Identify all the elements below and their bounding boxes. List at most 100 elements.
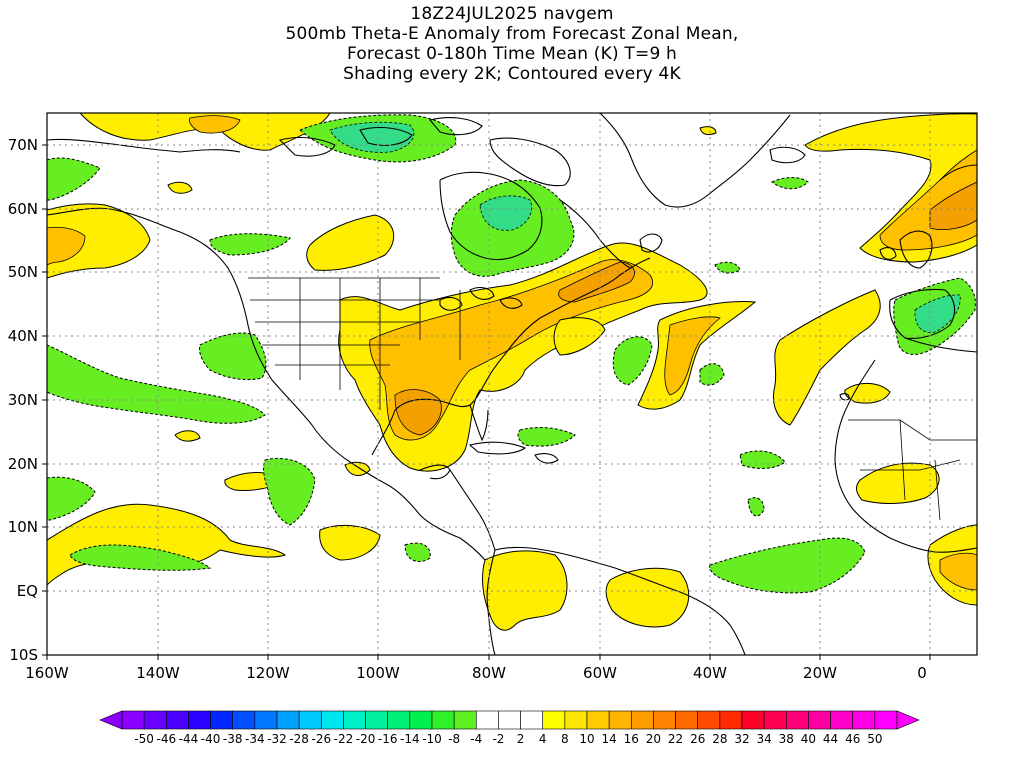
coast-cuba bbox=[468, 441, 527, 455]
positive-anomaly-small-2 bbox=[699, 126, 717, 136]
coast-south-america-west bbox=[486, 549, 496, 655]
colorbar-swatch bbox=[874, 710, 898, 730]
coast-south-america-north bbox=[494, 546, 746, 655]
positive-anomaly-ne-atlantic bbox=[773, 289, 881, 426]
colorbar-swatch bbox=[365, 710, 389, 730]
positive-anomaly-small-3 bbox=[174, 430, 201, 442]
colorbar-swatch bbox=[254, 710, 278, 730]
coastlines bbox=[47, 113, 977, 655]
plot-frame bbox=[46, 112, 978, 656]
colorbar-swatch bbox=[210, 710, 234, 730]
positive-anomaly-north-atlantic-peak bbox=[929, 181, 977, 230]
colorbar-label: 50 bbox=[867, 732, 882, 746]
positive-anomaly-east-pacific bbox=[47, 503, 287, 586]
coast-north-america-west bbox=[47, 207, 486, 561]
colorbar-label: 38 bbox=[779, 732, 794, 746]
x-tick-label: 80W bbox=[472, 664, 506, 682]
colorbar-label: 2 bbox=[517, 732, 525, 746]
coast-newfoundland bbox=[639, 233, 663, 253]
colorbar-swatch bbox=[630, 710, 654, 730]
negative-anomaly-east-pacific-tropics bbox=[263, 457, 316, 526]
colorbar-label: 32 bbox=[734, 732, 749, 746]
colorbar-swatch bbox=[741, 710, 765, 730]
colorbar-label: 16 bbox=[624, 732, 639, 746]
colorbar-label: -16 bbox=[378, 732, 398, 746]
colorbar-label: -10 bbox=[422, 732, 442, 746]
positive-anomaly-mexico bbox=[344, 461, 371, 476]
colorbar-swatch bbox=[719, 710, 743, 730]
positive-anomaly-arctic-core bbox=[189, 115, 241, 134]
negative-anomaly-small-4 bbox=[747, 497, 765, 517]
colorbar-swatch bbox=[143, 710, 167, 730]
negative-anomaly-north-brazil bbox=[404, 542, 431, 562]
colorbar-label: 46 bbox=[845, 732, 860, 746]
y-tick-label: 10N bbox=[8, 518, 38, 536]
colorbar-swatch bbox=[232, 710, 256, 730]
colorbar-swatch bbox=[298, 710, 322, 730]
x-tick-label: 60W bbox=[583, 664, 617, 682]
colorbar-swatch bbox=[542, 710, 566, 730]
coast-alaska-north bbox=[47, 138, 241, 153]
colorbar-min-arrow bbox=[99, 710, 123, 730]
positive-anomaly-alaska-core bbox=[47, 226, 86, 266]
colorbar-label: 26 bbox=[690, 732, 705, 746]
africa-borders bbox=[848, 419, 977, 521]
y-tick-label: 10S bbox=[9, 646, 38, 664]
coast-canary bbox=[839, 393, 850, 401]
gridlines bbox=[47, 113, 977, 655]
colorbar-swatch bbox=[653, 710, 676, 730]
coast-hudson-bay bbox=[439, 171, 543, 261]
colorbar-label: -32 bbox=[267, 732, 287, 746]
negative-anomaly-tropical-atlantic bbox=[709, 537, 866, 594]
y-tick-label: 60N bbox=[8, 200, 38, 218]
coast-great-lakes bbox=[439, 287, 523, 311]
coast-iceland bbox=[769, 146, 806, 164]
x-axis-labels: 160W 140W 120W 100W 80W 60W 40W 20W 0 bbox=[25, 664, 927, 682]
colorbar-swatch bbox=[121, 710, 145, 730]
y-tick-label: 30N bbox=[8, 391, 38, 409]
colorbar-label: 44 bbox=[823, 732, 838, 746]
axis-ticks bbox=[42, 144, 931, 660]
title-line-3: Forecast 0-180h Time Mean (K) T=9 h bbox=[346, 44, 678, 64]
positive-anomaly-alaska bbox=[47, 203, 151, 279]
coast-florida bbox=[469, 404, 489, 442]
colorbar-swatch bbox=[608, 710, 632, 730]
positive-anomaly-ne-core bbox=[558, 261, 635, 303]
negative-anomaly-california bbox=[199, 332, 267, 381]
colorbar-label: -28 bbox=[289, 732, 309, 746]
colorbar-label: -20 bbox=[356, 732, 376, 746]
y-tick-label: 50N bbox=[8, 263, 38, 281]
negative-anomaly-equatorial-pacific bbox=[69, 544, 212, 571]
colorbar-label: -50 bbox=[134, 732, 154, 746]
colorbar-swatch bbox=[431, 710, 455, 730]
colorbar-swatch bbox=[586, 710, 610, 730]
colorbar-label: 22 bbox=[668, 732, 683, 746]
colorbar-swatch bbox=[675, 710, 699, 730]
colorbar-label: -44 bbox=[179, 732, 199, 746]
colorbar-label: 4 bbox=[539, 732, 547, 746]
colorbar-swatch bbox=[409, 710, 433, 730]
colorbar-swatch bbox=[188, 710, 211, 730]
coast-hispaniola bbox=[534, 453, 559, 464]
positive-anomaly-small-1 bbox=[167, 181, 193, 194]
colorbar-label: -22 bbox=[334, 732, 354, 746]
colorbar-label: -46 bbox=[156, 732, 176, 746]
colorbar-label: -2 bbox=[492, 732, 504, 746]
colorbar-swatch bbox=[498, 710, 521, 730]
x-tick-label: 160W bbox=[25, 664, 69, 682]
coast-arctic-islands-3 bbox=[429, 117, 483, 136]
colorbar-label: 20 bbox=[646, 732, 661, 746]
positive-anomaly-hudson bbox=[306, 214, 395, 271]
anomaly-shading bbox=[47, 113, 977, 631]
coast-arctic-islands-1 bbox=[278, 136, 336, 157]
colorbar-swatch bbox=[475, 710, 499, 730]
y-tick-label: 70N bbox=[8, 136, 38, 154]
x-tick-label: 120W bbox=[246, 664, 290, 682]
negative-anomaly-yukon bbox=[47, 157, 101, 201]
negative-anomaly-greenland bbox=[771, 177, 809, 190]
colorbar-label: 8 bbox=[561, 732, 569, 746]
title-line-1: 18Z24JUL2025 navgem bbox=[410, 4, 614, 24]
positive-anomaly-nw-africa bbox=[844, 383, 891, 404]
positive-anomaly-atlantic-small bbox=[553, 317, 606, 356]
